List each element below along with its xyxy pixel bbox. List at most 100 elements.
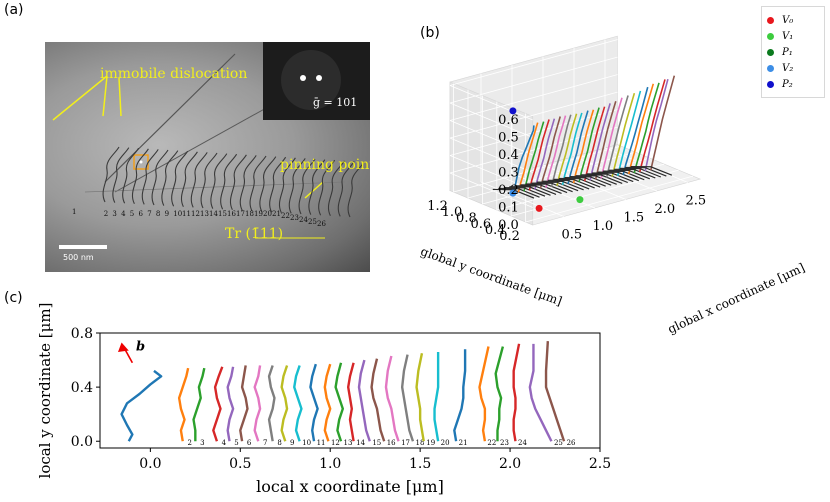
dislocation-3d-4 [528, 119, 550, 191]
dislocation-floor-21 [603, 170, 645, 181]
dislocation-3d-5 [534, 118, 556, 190]
micro-dislocation-20 [288, 158, 306, 214]
dislocation-line-21 [453, 349, 467, 442]
grain-trace-1 [104, 53, 236, 183]
dislocation-3d-23 [633, 82, 660, 174]
line-number-label: 21 [459, 439, 468, 447]
z-tick-label: 0.5 [498, 131, 519, 146]
dislocation-line-4 [212, 366, 224, 442]
line-number-label: 7 [263, 439, 267, 447]
micro-line-number: 25 [308, 218, 317, 226]
micro-dislocation-6 [151, 149, 169, 206]
dislocation-3d-1 [512, 125, 535, 194]
dislocation-line-2 [177, 367, 190, 442]
micro-line-number: 15 [218, 210, 227, 218]
y-tick-label: 0.2 [499, 229, 520, 244]
y-axis-label: local y coordinate [μm] [36, 303, 54, 479]
micro-dislocation-26 [347, 161, 365, 218]
line-number-label: 18 [415, 439, 424, 447]
dislocation-3d-21 [622, 86, 649, 176]
dislocation-floor-26 [630, 165, 673, 176]
grid-x [542, 164, 626, 200]
micro-dislocation-21 [298, 158, 316, 215]
marker-v0 [535, 204, 543, 212]
dislocation-3d-11 [567, 110, 589, 185]
legend-label: V₀ [782, 14, 794, 26]
x-tick-label: 0.0 [139, 456, 161, 472]
dislocation-3d-18 [605, 95, 629, 178]
line-number-label: 22 [487, 439, 496, 447]
grid-z [449, 172, 533, 208]
dislocation-line-16 [370, 358, 386, 442]
line-number-label: 5 [234, 439, 238, 447]
grid-z [449, 39, 618, 86]
dislocation-floor-20 [597, 171, 639, 182]
dislocation-floor-19 [592, 172, 634, 183]
selected-region-dot [139, 160, 143, 164]
legend-label: V₁ [782, 30, 794, 42]
micro-dislocation-14 [229, 154, 247, 211]
panel-label-b: (b) [420, 25, 440, 41]
y-tick-label: 0.4 [71, 380, 93, 396]
dislocation-line-24 [512, 343, 521, 442]
grid-y [467, 151, 636, 199]
dislocation-3d-7 [545, 115, 567, 188]
legend-label: P₂ [782, 78, 793, 90]
grid-z [449, 74, 618, 121]
dislocation-line-18 [400, 354, 415, 442]
x-tick-label: 1.5 [409, 456, 431, 472]
diffraction-vector-label: ḡ = 101 [313, 96, 358, 109]
dislocation-3d-9 [556, 113, 578, 187]
y-tick-label: 1.2 [427, 199, 448, 214]
dislocation-3d-26 [649, 75, 676, 171]
immobile-dislocation-label: immobile dislocation [100, 66, 248, 82]
micro-line-number: 6 [138, 210, 143, 218]
dislocation-line-25 [528, 343, 553, 442]
line-number-label: 10 [302, 439, 311, 447]
legend-marker [767, 64, 774, 72]
dislocation-3d-17 [600, 97, 623, 179]
micro-dislocation-25 [337, 161, 355, 217]
micro-line-number: 19 [254, 210, 263, 218]
grain-trace-3 [84, 181, 346, 193]
grid-y [453, 145, 622, 193]
dislocation-3d-12 [572, 109, 595, 184]
micro-dislocation-4 [131, 148, 149, 205]
dislocation-floor-9 [536, 181, 579, 192]
dislocation-3d-13 [578, 107, 600, 183]
dislocation-floor-16 [575, 175, 617, 185]
marker-p2 [509, 107, 517, 115]
diffraction-halo [281, 50, 341, 110]
line-number-label: 2 [187, 439, 191, 447]
marker-v1 [576, 196, 584, 204]
z-tick-label: 0.6 [498, 113, 519, 128]
micro-line-number: 12 [191, 210, 200, 218]
dislocation-line-20 [433, 351, 440, 442]
legend-item: P₁ [767, 45, 793, 59]
scale-bar-label: 500 nm [63, 253, 94, 262]
x-tick-label: 1.0 [319, 456, 341, 472]
dislocation-floor-3 [503, 187, 546, 197]
line-number-label: 9 [290, 439, 294, 447]
micro-dislocation-24 [327, 160, 345, 217]
micro-line-number: 1 [72, 208, 77, 216]
x-tick-label: 1.5 [623, 211, 644, 226]
line-number-label: 15 [372, 439, 381, 447]
micro-dislocation-3 [122, 147, 140, 204]
dislocation-floor-6 [520, 184, 562, 195]
legend-item: P₂ [767, 77, 793, 91]
legend-label: P₁ [782, 46, 793, 58]
grid-z [449, 126, 618, 174]
dislocation-floor-17 [581, 174, 623, 184]
dislocation-floor-8 [531, 182, 573, 193]
dislocation-line-13 [334, 362, 345, 442]
dislocation-line-8 [267, 365, 276, 442]
grid-z [449, 102, 533, 138]
dislocation-3d-25 [644, 79, 669, 172]
dislocation-floor-18 [586, 173, 628, 184]
dislocation-floor-7 [525, 183, 568, 194]
arrow-pinning [304, 181, 324, 199]
line-number-label: 24 [518, 439, 527, 447]
micro-line-number: 7 [147, 210, 152, 218]
micro-dislocation-16 [249, 155, 267, 212]
